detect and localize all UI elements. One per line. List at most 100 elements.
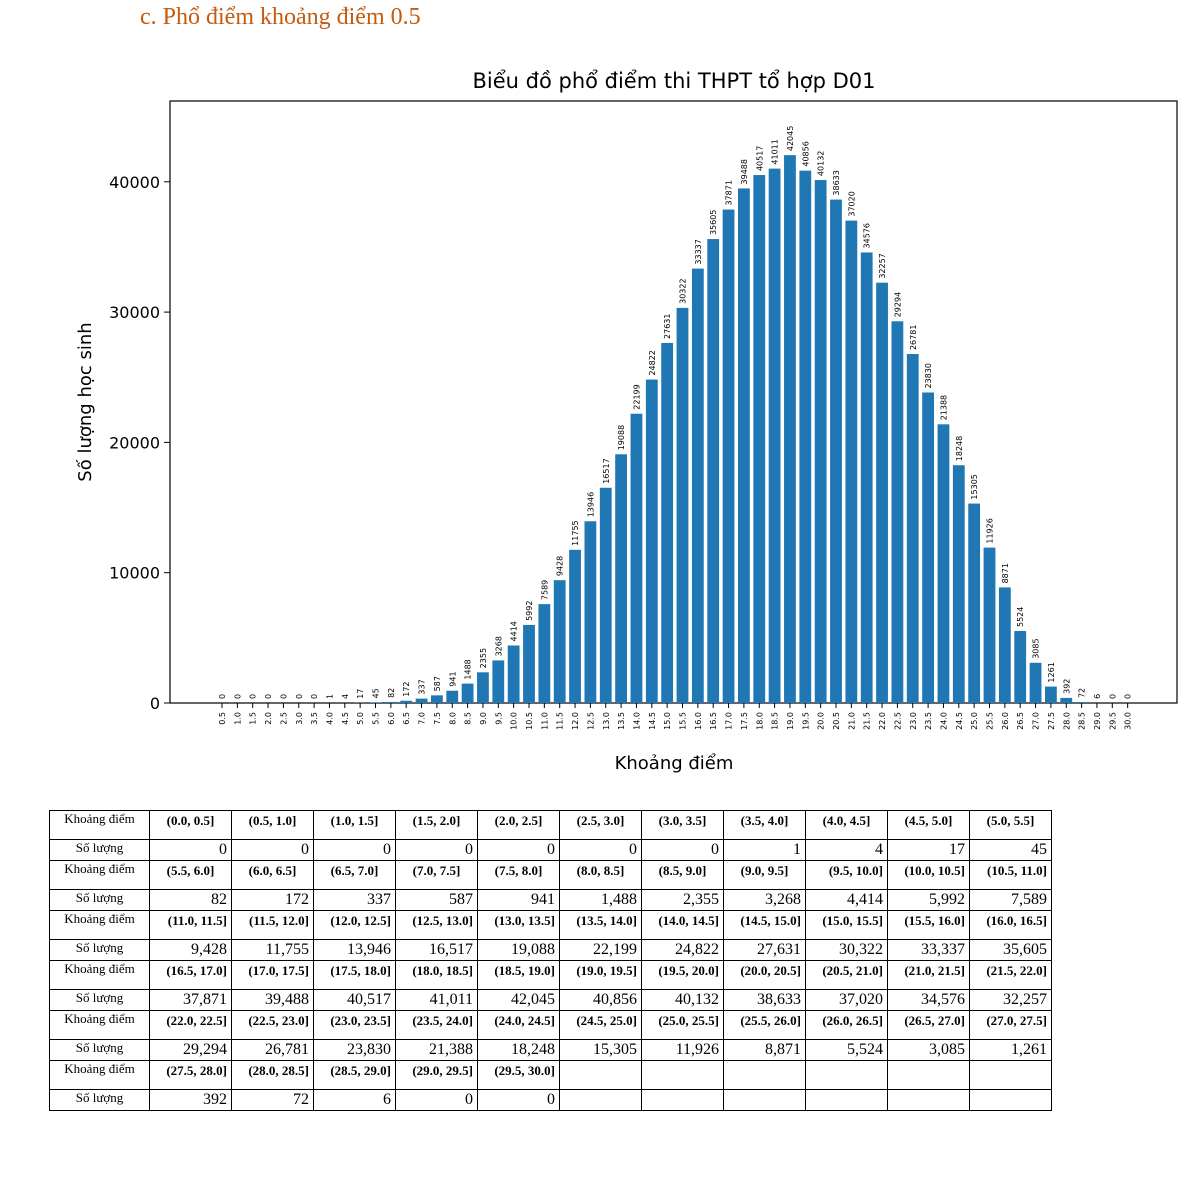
bar [691,268,704,703]
bars [323,155,1103,704]
interval-cell [559,1060,642,1090]
bar-value-label: 37871 [725,180,734,205]
x-tick-label: 15.5 [679,712,688,730]
bar-value-label: 0 [295,694,304,699]
x-tick-label: 12.0 [571,712,580,730]
bar-value-label: 0 [218,694,227,699]
interval-cell: (19.5, 20.0] [641,960,724,990]
x-tick-label: 17.5 [740,712,749,730]
count-cell: 0 [231,839,314,861]
bar-value-label: 40856 [801,141,810,166]
count-cell: 8,871 [723,1039,806,1061]
interval-cell: (29.0, 29.5] [395,1060,478,1090]
bar [369,702,382,703]
bar-value-label: 0 [264,694,273,699]
bar-value-label: 2355 [479,648,488,668]
interval-cell: (19.0, 19.5] [559,960,642,990]
interval-cell: (27.0, 27.5] [969,1010,1052,1040]
score-distribution-chart: Biểu đồ phổ điểm thi THPT tổ hợp D01 010… [75,69,1178,774]
bar [707,239,720,703]
x-tick-label: 19.5 [801,712,810,730]
bar-value-label: 7589 [540,580,549,600]
row-header-count: Số lượng [49,1089,150,1111]
count-cell: 11,755 [231,939,314,961]
count-cell: 13,946 [313,939,396,961]
row-header-count: Số lượng [49,889,150,911]
bar [492,660,505,703]
x-tick-label: 18.0 [755,712,764,730]
interval-cell: (15.5, 16.0] [887,910,970,940]
count-cell: 21,388 [395,1039,478,1061]
interval-cell: (16.0, 16.5] [969,910,1052,940]
interval-cell: (8.0, 8.5] [559,860,642,890]
count-row: Số lượng 29,294 26,781 23,830 21,388 18,248 15… [49,1039,1052,1061]
x-tick-label: 10.5 [525,712,534,730]
interval-cell: (11.0, 11.5] [149,910,232,940]
count-cell: 19,088 [477,939,560,961]
interval-cell [723,1060,806,1090]
bar [431,695,443,703]
bar [860,252,873,704]
count-cell: 26,781 [231,1039,314,1061]
x-tick-label: 8.0 [448,712,457,725]
count-row: Số lượng 82 172 337 587 941 1,488 2,355 3,268 4,4… [49,889,1052,911]
interval-cell: (25.5, 26.0] [723,1010,806,1040]
count-cell [805,1089,888,1111]
x-tick-label: 26.5 [1016,712,1025,730]
x-tick-label: 7.0 [418,712,427,725]
interval-cell: (28.5, 29.0] [313,1060,396,1090]
x-tick-label: 1.0 [233,712,242,725]
bar-value-label: 22199 [632,384,641,409]
count-cell: 24,822 [641,939,724,961]
bar-value-label: 82 [387,688,396,698]
bar-value-label: 392 [1062,679,1071,694]
x-tick-label: 23.0 [909,712,918,730]
bar [1029,662,1042,703]
bar-value-label: 17 [356,689,365,699]
interval-cell: (6.0, 6.5] [231,860,314,890]
bar-value-label: 26781 [909,325,918,350]
count-cell: 0 [313,839,396,861]
x-tick-label: 29.5 [1108,712,1117,730]
count-cell: 23,830 [313,1039,396,1061]
count-cell: 4,414 [805,889,888,911]
x-tick-label: 24.5 [955,712,964,730]
x-tick-label: 12.5 [586,712,595,730]
bar-value-label: 24822 [648,350,657,375]
interval-cell: (10.5, 11.0] [969,860,1052,890]
bar-value-label: 172 [402,681,411,696]
count-cell: 17 [887,839,970,861]
count-cell [887,1089,970,1111]
bar-value-label: 16517 [602,458,611,483]
count-cell: 40,517 [313,989,396,1011]
bar-value-label: 27631 [663,314,672,339]
x-tick-label: 21.5 [863,712,872,730]
y-axis-label: Số lượng học sinh [75,322,96,481]
bar [1014,631,1027,703]
y-tick-label: 0 [150,694,160,713]
bar-value-label: 0 [249,694,258,699]
count-cell: 0 [149,839,232,861]
count-cell: 941 [477,889,560,911]
interval-row: Khoảng điểm (16.5, 17.0] (17.0, 17.5] (17.5… [49,960,1052,990]
bar-value-label: 6 [1093,694,1102,699]
count-cell: 35,605 [969,939,1052,961]
bar-value-label: 34576 [863,223,872,248]
count-cell: 172 [231,889,314,911]
count-cell: 2,355 [641,889,724,911]
interval-cell: (4.0, 4.5] [805,810,888,840]
bar-value-label: 72 [1078,688,1087,698]
bar [784,155,796,703]
interval-cell: (24.0, 24.5] [477,1010,560,1040]
bar-value-label: 41011 [771,139,780,164]
count-cell: 0 [395,1089,478,1111]
interval-cell: (9.5, 10.0] [805,860,888,890]
interval-cell: (9.0, 9.5] [723,860,806,890]
x-tick-label: 5.5 [372,712,381,725]
bar [768,168,781,703]
x-tick-label: 1.5 [249,712,258,725]
bar-value-label: 9428 [556,556,565,576]
bar-value-label: 0 [1124,694,1133,699]
interval-cell: (8.5, 9.0] [641,860,724,890]
count-cell: 38,633 [723,989,806,1011]
